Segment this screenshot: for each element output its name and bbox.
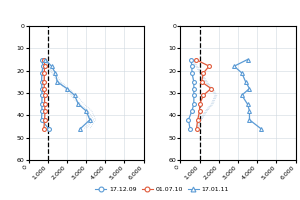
01.07.10 <box>43 103 46 105</box>
01.07.10 <box>42 87 46 90</box>
17.12.09 <box>190 110 194 112</box>
17.01.11 <box>44 58 47 61</box>
Line: 01.07.10: 01.07.10 <box>42 58 47 131</box>
17.01.11 <box>240 72 244 74</box>
17.01.11 <box>88 119 92 121</box>
17.12.09 <box>40 87 44 90</box>
17.12.09 <box>41 65 45 67</box>
01.07.10 <box>43 119 46 121</box>
17.12.09 <box>192 81 196 83</box>
17.01.11 <box>244 81 247 83</box>
17.12.09 <box>40 94 44 96</box>
17.01.11 <box>246 103 249 105</box>
01.07.10 <box>43 65 46 67</box>
17.12.09 <box>40 58 44 61</box>
01.07.10 <box>200 81 203 83</box>
17.01.11 <box>79 128 82 130</box>
01.07.10 <box>42 81 46 83</box>
Line: 17.12.09: 17.12.09 <box>40 58 51 131</box>
17.12.09 <box>190 72 194 74</box>
01.07.10 <box>209 87 213 90</box>
17.12.09 <box>189 58 193 61</box>
17.01.11 <box>248 119 251 121</box>
17.01.11 <box>73 94 76 96</box>
17.01.11 <box>84 110 88 112</box>
17.01.11 <box>248 87 251 90</box>
01.07.10 <box>42 128 46 130</box>
01.07.10 <box>207 65 211 67</box>
01.07.10 <box>202 72 205 74</box>
01.07.10 <box>43 110 47 112</box>
17.12.09 <box>187 119 190 121</box>
17.01.11 <box>76 103 80 105</box>
Line: 17.01.11: 17.01.11 <box>44 58 92 131</box>
17.01.11 <box>232 65 236 67</box>
17.01.11 <box>54 72 57 74</box>
01.07.10 <box>194 58 198 61</box>
01.07.10 <box>43 94 46 96</box>
Line: 01.07.10: 01.07.10 <box>194 58 213 131</box>
01.07.10 <box>202 94 205 96</box>
Line: 17.12.09: 17.12.09 <box>187 58 196 131</box>
17.01.11 <box>56 81 59 83</box>
17.01.11 <box>240 94 244 96</box>
17.12.09 <box>192 94 196 96</box>
Legend: 17.12.09, 01.07.10, 17.01.11: 17.12.09, 01.07.10, 17.01.11 <box>93 184 231 195</box>
17.12.09 <box>40 72 44 74</box>
17.12.09 <box>40 110 44 112</box>
01.07.10 <box>198 103 201 105</box>
17.12.09 <box>40 81 43 83</box>
01.07.10 <box>196 119 200 121</box>
01.07.10 <box>195 128 198 130</box>
17.01.11 <box>248 110 251 112</box>
01.07.10 <box>198 110 201 112</box>
01.07.10 <box>42 58 46 61</box>
17.01.11 <box>259 128 263 130</box>
17.12.09 <box>192 103 196 105</box>
01.07.10 <box>42 72 46 74</box>
17.01.11 <box>50 65 53 67</box>
17.12.09 <box>188 128 192 130</box>
17.12.09 <box>190 65 194 67</box>
17.12.09 <box>40 119 43 121</box>
17.01.11 <box>246 58 249 61</box>
17.12.09 <box>192 87 196 90</box>
17.12.09 <box>40 103 44 105</box>
Line: 17.01.11: 17.01.11 <box>232 58 263 131</box>
17.12.09 <box>47 128 50 130</box>
17.01.11 <box>65 87 69 90</box>
